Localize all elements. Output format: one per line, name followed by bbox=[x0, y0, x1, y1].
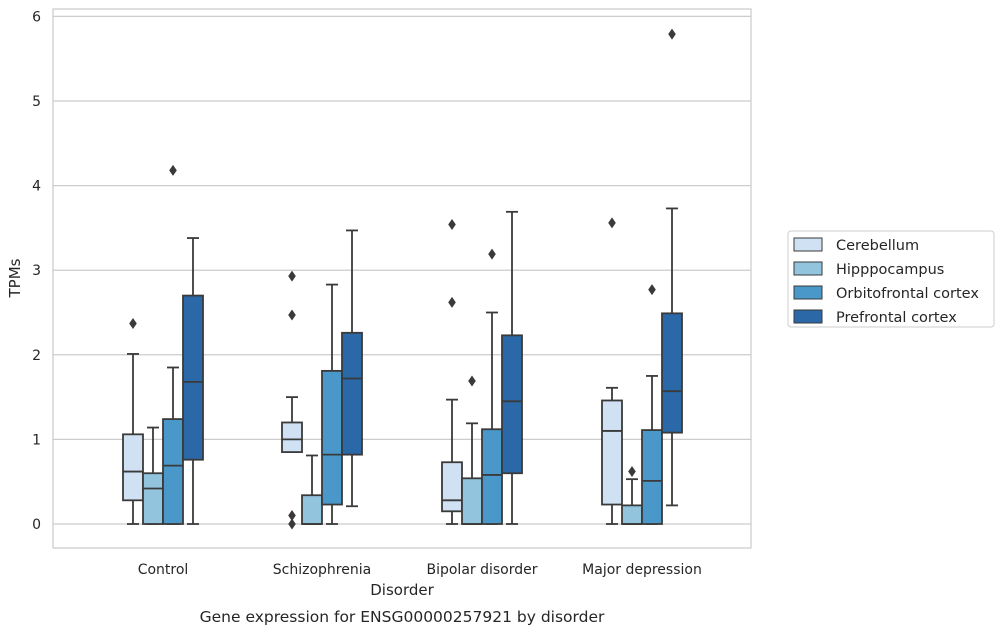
box-body bbox=[122, 433, 144, 502]
box-marks bbox=[122, 28, 683, 530]
box bbox=[162, 164, 184, 525]
legend-label: Hipppocampus bbox=[836, 262, 944, 278]
outlier-point bbox=[288, 309, 296, 321]
y-axis-label: TPMs bbox=[6, 258, 24, 298]
category-group bbox=[441, 210, 523, 525]
box-body bbox=[461, 477, 483, 525]
legend-swatch bbox=[793, 237, 823, 252]
box bbox=[301, 454, 323, 525]
y-tick-label: 6 bbox=[32, 9, 41, 25]
box bbox=[182, 237, 204, 525]
legend-label: Cerebellum bbox=[836, 238, 919, 254]
y-tick-label: 4 bbox=[32, 179, 41, 195]
category-group bbox=[281, 229, 363, 530]
box bbox=[601, 217, 623, 525]
box-body bbox=[281, 421, 303, 453]
box-body bbox=[341, 331, 363, 456]
legend-item: Hipppocampus bbox=[793, 261, 944, 278]
box-body bbox=[321, 369, 343, 506]
outlier-point bbox=[169, 164, 177, 176]
y-tick-labels: 0 1 2 3 4 5 6 bbox=[32, 9, 41, 533]
box bbox=[501, 210, 523, 525]
legend-item: Orbitofrontal cortex bbox=[793, 285, 979, 302]
y-tick-label: 3 bbox=[32, 263, 41, 279]
x-tick-label: Bipolar disorder bbox=[426, 562, 537, 578]
x-tick-label: Major depression bbox=[582, 562, 702, 578]
box bbox=[661, 28, 683, 507]
outlier-point bbox=[488, 248, 496, 260]
chart-caption: Gene expression for ENSG00000257921 by d… bbox=[200, 608, 605, 626]
y-tick-label: 5 bbox=[32, 94, 41, 110]
box bbox=[281, 270, 303, 530]
box-body bbox=[601, 399, 623, 506]
plot-frame bbox=[52, 8, 752, 549]
outlier-point bbox=[628, 466, 636, 478]
box bbox=[621, 466, 643, 525]
box-body bbox=[301, 494, 323, 525]
y-tick-label: 0 bbox=[32, 517, 41, 533]
y-tick-label: 2 bbox=[32, 348, 41, 364]
outlier-point bbox=[448, 219, 456, 231]
legend-item: Cerebellum bbox=[793, 237, 919, 254]
legend-swatch bbox=[793, 285, 823, 300]
box-body bbox=[441, 461, 463, 513]
x-tick-label: Control bbox=[138, 562, 189, 578]
legend-swatch bbox=[793, 261, 823, 276]
box bbox=[122, 317, 144, 525]
box bbox=[341, 229, 363, 508]
box-body bbox=[501, 334, 523, 475]
category-group bbox=[601, 28, 683, 525]
legend-label: Orbitofrontal cortex bbox=[836, 286, 979, 302]
category-group bbox=[122, 164, 204, 525]
box bbox=[142, 426, 164, 525]
box-body bbox=[162, 418, 184, 525]
box bbox=[441, 219, 463, 525]
legend-label: Prefrontal cortex bbox=[836, 310, 957, 326]
box bbox=[321, 283, 343, 525]
x-tick-label: Schizophrenia bbox=[273, 562, 371, 578]
outlier-point bbox=[288, 270, 296, 282]
y-tick-label: 1 bbox=[32, 432, 41, 448]
legend-swatch bbox=[793, 309, 823, 324]
legend-item: Prefrontal cortex bbox=[793, 309, 957, 326]
box bbox=[641, 284, 663, 525]
box bbox=[461, 375, 483, 525]
box bbox=[481, 248, 503, 525]
legend-frame bbox=[787, 230, 995, 328]
box-body bbox=[182, 294, 204, 461]
box-body bbox=[621, 504, 643, 525]
box-body bbox=[142, 472, 164, 525]
legend: Cerebellum Hipppocampus Orbitofrontal cort… bbox=[787, 230, 995, 328]
outlier-point bbox=[288, 510, 296, 522]
outlier-point bbox=[129, 317, 137, 329]
outlier-point bbox=[648, 284, 656, 296]
x-axis-label: Disorder bbox=[370, 581, 434, 599]
outlier-point bbox=[288, 518, 296, 530]
box-body bbox=[481, 428, 503, 525]
outlier-point bbox=[608, 217, 616, 229]
box-body bbox=[641, 429, 663, 525]
outlier-point bbox=[468, 375, 476, 387]
box-body bbox=[661, 312, 683, 434]
outlier-point bbox=[668, 28, 676, 40]
outlier-point bbox=[448, 296, 456, 308]
x-tick-labels: Control Schizophrenia Bipolar disorder Majo… bbox=[138, 562, 702, 578]
